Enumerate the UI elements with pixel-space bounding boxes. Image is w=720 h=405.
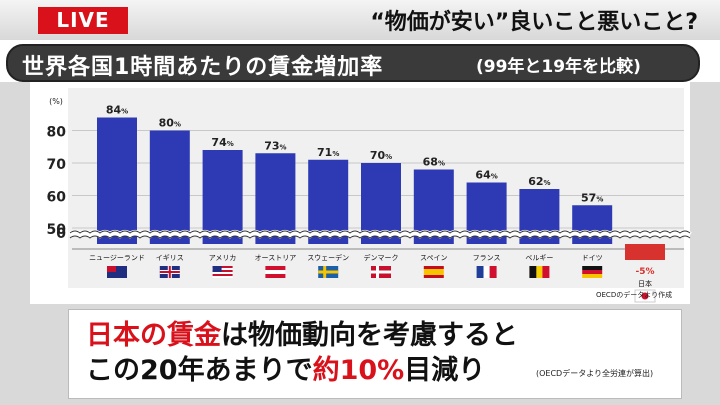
- y-tick-label: 80: [47, 125, 67, 141]
- bar-chart: 80 70 60 500 (%) 84% ニュージーランド 80% イギリス 74% アメリカ 73%…: [47, 88, 692, 303]
- caption-highlight-2: 約10%: [312, 355, 405, 386]
- data-label: 62%: [528, 175, 550, 188]
- data-label: 70%: [370, 149, 392, 162]
- spain-flag: [423, 266, 444, 278]
- category-label: ドイツ: [582, 254, 603, 262]
- axis-break-line: [69, 230, 691, 234]
- bar: [202, 150, 243, 244]
- chart-source: OECDのデータより作成: [596, 291, 673, 299]
- data-label: 74%: [211, 136, 233, 149]
- austria-flag: [265, 266, 286, 278]
- uk-flag: [159, 266, 180, 278]
- chart-subtitle: (99年と19年を比較): [476, 57, 641, 77]
- bar-negative: [625, 244, 665, 260]
- headline: “物価が安い”良いこと悪いこと?: [370, 10, 698, 35]
- caption-text-2a: この20年あまりで: [86, 355, 313, 386]
- data-label: 68%: [423, 156, 445, 169]
- germany-flag: [582, 266, 603, 278]
- category-label: デンマーク: [364, 253, 399, 262]
- caption-box: [68, 309, 682, 399]
- data-label: 71%: [317, 146, 339, 159]
- axis-break-line: [69, 235, 691, 239]
- bar: [255, 153, 296, 244]
- new-zealand-flag: [107, 266, 127, 278]
- live-badge: LIVE: [38, 7, 128, 34]
- data-label: 80%: [159, 117, 181, 130]
- bar: [97, 117, 137, 244]
- caption-highlight-1: 日本の賃金: [86, 320, 221, 351]
- chart-title: 世界各国1時間あたりの賃金増加率: [22, 55, 384, 80]
- france-flag: [476, 266, 497, 278]
- bar: [149, 130, 190, 244]
- japan-flag: [634, 289, 656, 303]
- caption-text-2b: 目減り: [404, 355, 486, 386]
- caption-line-2: この20年あまりで約10%目減り: [86, 348, 485, 387]
- y-tick-label: 70: [47, 157, 67, 173]
- category-label: アメリカ: [209, 254, 237, 262]
- data-label: 64%: [475, 169, 497, 182]
- y-tick-label: 50: [47, 222, 67, 238]
- caption-note: (OECDデータより全労連が算出): [536, 369, 654, 378]
- sweden-flag: [318, 266, 339, 278]
- title-pill: [6, 44, 700, 82]
- category-label: ニュージーランド: [89, 254, 145, 262]
- category-label: オーストリア: [255, 254, 297, 262]
- category-label: イギリス: [156, 254, 184, 262]
- data-label: 57%: [581, 191, 603, 204]
- y-tick-label: 0: [56, 226, 66, 242]
- category-label: スウェーデン: [307, 253, 349, 262]
- category-label: フランス: [473, 254, 501, 262]
- caption-line-1: 日本の賃金は物価動向を考慮すると: [86, 313, 518, 352]
- usa-flag: [212, 266, 233, 278]
- belgium-flag: [529, 266, 550, 278]
- category-label: ベルギー: [525, 254, 553, 262]
- axis-break-mask: [68, 230, 692, 239]
- data-label: 84%: [106, 104, 128, 117]
- bar: [572, 205, 613, 244]
- data-label: 73%: [264, 139, 286, 152]
- y-unit-label: (%): [49, 97, 63, 106]
- denmark-flag: [371, 266, 391, 278]
- data-label: -5%: [635, 267, 654, 277]
- category-label: 日本: [638, 279, 652, 288]
- caption-text-1: は物価動向を考慮すると: [221, 320, 518, 351]
- category-label: スペイン: [420, 254, 448, 262]
- y-tick-label: 60: [47, 190, 67, 206]
